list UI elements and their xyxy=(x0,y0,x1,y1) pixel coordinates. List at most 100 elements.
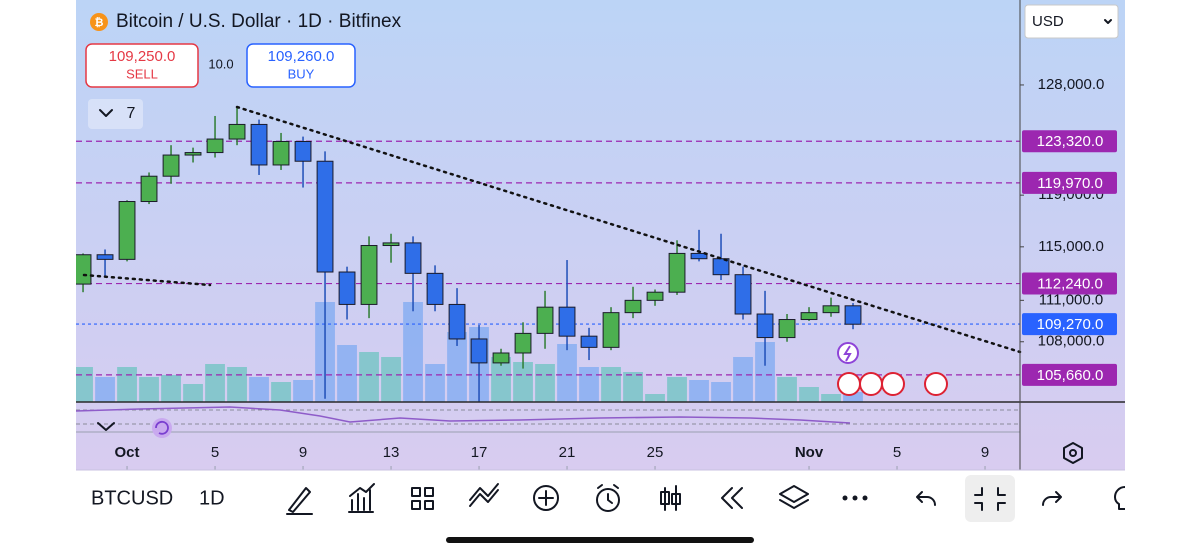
volume-bar xyxy=(799,387,819,402)
price-tag xyxy=(1022,313,1117,336)
trend-line[interactable] xyxy=(82,273,212,287)
currency-select[interactable] xyxy=(1024,4,1119,39)
candle-body xyxy=(690,252,708,260)
left-margin xyxy=(0,0,76,554)
replay-icon[interactable] xyxy=(721,487,743,509)
x-tick-label: 5 xyxy=(211,444,219,461)
price-tag-label: 112,240.0 xyxy=(1037,276,1103,293)
right-margin xyxy=(1125,0,1200,554)
chart-type-icon[interactable] xyxy=(660,485,681,511)
price-tag xyxy=(1022,363,1117,386)
candle-body xyxy=(272,140,290,166)
settings-icon[interactable] xyxy=(1063,442,1083,464)
volume-bar xyxy=(579,367,599,402)
candle-body xyxy=(404,242,422,274)
volume-bar xyxy=(601,367,621,402)
layouts-icon[interactable] xyxy=(411,487,434,510)
x-tick-label: 9 xyxy=(299,444,307,461)
candle-body xyxy=(602,312,620,348)
price-tag xyxy=(1022,272,1117,295)
settings-icon-center xyxy=(1069,449,1077,457)
draw-icon[interactable] xyxy=(286,487,313,515)
y-tick-label: 128,000.0 xyxy=(1038,76,1105,93)
volume-bar xyxy=(843,392,863,402)
layers-icon[interactable] xyxy=(779,485,809,509)
volume-bar xyxy=(425,364,445,402)
volume-bar xyxy=(205,364,225,402)
buy-price: 109,260.0 xyxy=(268,48,335,65)
candle-body xyxy=(778,319,796,339)
volume-bar xyxy=(95,377,115,402)
currency: USD xyxy=(1032,13,1064,30)
volume-bar xyxy=(271,382,291,402)
sell-button[interactable] xyxy=(85,43,199,88)
ideas-icon[interactable] xyxy=(1113,486,1126,510)
collapse-icon[interactable] xyxy=(97,422,115,431)
candle-body xyxy=(294,140,312,162)
plot-area: 128,000.0119,000.0115,000.0111,000.0108,… xyxy=(73,76,1117,470)
events xyxy=(837,342,948,396)
volume-bar xyxy=(161,375,181,402)
volume-bar xyxy=(73,367,93,402)
volume-bar xyxy=(535,364,555,402)
us-event[interactable] xyxy=(837,372,861,396)
sell-price: 109,250.0 xyxy=(109,48,176,65)
indicators-toggle[interactable] xyxy=(88,99,143,129)
candle-body xyxy=(162,154,180,177)
volume-bar xyxy=(293,380,313,402)
replay-icon[interactable] xyxy=(152,418,172,438)
candle-body xyxy=(624,299,642,314)
indicator-line xyxy=(75,406,851,424)
alert-icon-hands xyxy=(597,484,619,504)
candle-body xyxy=(250,123,268,166)
volume-bar xyxy=(249,377,269,402)
x-tick-label: 17 xyxy=(471,444,488,461)
volume-bar xyxy=(755,342,775,402)
x-tick-label: 21 xyxy=(559,444,576,461)
us-event[interactable] xyxy=(859,372,883,396)
toolbar-symbol[interactable]: BTCUSD xyxy=(91,487,173,509)
undo-icon[interactable] xyxy=(916,491,936,506)
symbol-title: Bitcoin / U.S. Dollar · 1D · Bitfinex xyxy=(116,11,402,32)
buy-button[interactable] xyxy=(246,43,356,88)
indicators-icon[interactable] xyxy=(348,483,375,513)
candle-body xyxy=(514,332,532,354)
more-icon xyxy=(862,495,868,501)
more-icon[interactable] xyxy=(842,495,848,501)
candle-body xyxy=(800,312,818,321)
price-tag-label: 109,270.0 xyxy=(1037,316,1104,333)
us-event[interactable] xyxy=(881,372,905,396)
alert-icon[interactable] xyxy=(596,488,620,512)
redo-icon[interactable] xyxy=(1042,491,1062,506)
fullscreen-button[interactable] xyxy=(965,475,1015,522)
x-tick-label: 9 xyxy=(981,444,989,461)
add-icon[interactable] xyxy=(533,485,559,511)
price-tag-label: 123,320.0 xyxy=(1037,133,1104,150)
candle-body xyxy=(382,242,400,247)
candle-body xyxy=(118,201,136,260)
replay-icon-arrow xyxy=(155,420,169,435)
toolbar-interval[interactable]: 1D xyxy=(199,487,225,509)
price-tag xyxy=(1022,171,1117,194)
indicators-count: 7 xyxy=(127,105,136,122)
volume-bar xyxy=(447,332,467,402)
more-icon xyxy=(852,495,858,501)
volume-bar xyxy=(403,302,423,402)
volume-bar xyxy=(623,372,643,402)
candle-body xyxy=(734,274,752,315)
candle-body xyxy=(74,254,92,285)
us-event[interactable] xyxy=(924,372,948,396)
home-indicator xyxy=(446,537,754,543)
candle-body xyxy=(360,245,378,305)
x-tick-label: 25 xyxy=(647,444,664,461)
volume-bar xyxy=(557,344,577,402)
x-tick-label: 5 xyxy=(893,444,901,461)
chevron xyxy=(1104,19,1112,24)
candle-body xyxy=(580,335,598,348)
price-tag xyxy=(1022,130,1117,153)
volume-bar xyxy=(821,394,841,402)
volume-bar xyxy=(513,362,533,402)
candle-body xyxy=(206,138,224,154)
volume-bar xyxy=(139,377,159,402)
compare-icon[interactable] xyxy=(469,483,499,507)
